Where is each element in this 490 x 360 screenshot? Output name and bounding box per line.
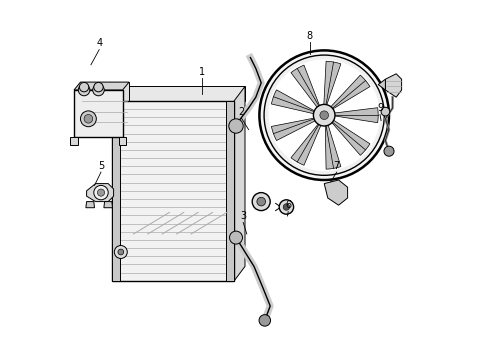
Text: 8: 8 — [307, 31, 313, 41]
Circle shape — [98, 189, 104, 196]
Circle shape — [94, 185, 108, 200]
Circle shape — [320, 111, 328, 120]
Polygon shape — [271, 118, 317, 140]
Polygon shape — [378, 79, 386, 90]
Circle shape — [314, 104, 335, 126]
Text: 3: 3 — [240, 211, 246, 221]
Text: 6: 6 — [285, 200, 291, 210]
Polygon shape — [74, 90, 122, 137]
Circle shape — [283, 204, 290, 210]
Text: 4: 4 — [96, 38, 102, 48]
Polygon shape — [324, 61, 341, 107]
Circle shape — [80, 111, 97, 127]
Circle shape — [252, 193, 270, 211]
Polygon shape — [271, 90, 316, 114]
Circle shape — [79, 82, 89, 92]
Polygon shape — [226, 101, 234, 281]
Polygon shape — [86, 202, 95, 208]
Polygon shape — [324, 180, 347, 205]
Circle shape — [78, 84, 90, 96]
Circle shape — [259, 315, 270, 326]
Circle shape — [118, 249, 123, 255]
Circle shape — [114, 246, 127, 258]
Polygon shape — [234, 86, 245, 281]
Polygon shape — [333, 108, 378, 123]
Circle shape — [279, 200, 294, 214]
Text: 2: 2 — [238, 107, 245, 117]
Polygon shape — [71, 137, 77, 145]
Polygon shape — [119, 137, 126, 145]
Polygon shape — [80, 82, 129, 129]
Circle shape — [269, 59, 380, 171]
Polygon shape — [74, 82, 129, 90]
Text: 5: 5 — [98, 161, 104, 171]
Polygon shape — [112, 101, 234, 281]
Text: 9: 9 — [377, 103, 383, 113]
Polygon shape — [330, 75, 370, 110]
Circle shape — [259, 50, 389, 180]
Circle shape — [229, 119, 243, 133]
Polygon shape — [291, 123, 321, 165]
Polygon shape — [386, 74, 402, 97]
Circle shape — [381, 107, 390, 116]
Circle shape — [229, 231, 243, 244]
Polygon shape — [112, 101, 120, 281]
Circle shape — [264, 55, 384, 175]
Polygon shape — [122, 86, 245, 101]
Polygon shape — [331, 119, 370, 155]
Circle shape — [257, 197, 266, 206]
Polygon shape — [325, 123, 341, 169]
Circle shape — [93, 84, 104, 96]
Polygon shape — [291, 65, 320, 109]
Polygon shape — [87, 184, 114, 202]
Circle shape — [94, 82, 103, 92]
Text: 7: 7 — [334, 161, 340, 171]
Circle shape — [84, 114, 93, 123]
Polygon shape — [104, 202, 113, 208]
Circle shape — [384, 146, 394, 156]
Text: 1: 1 — [199, 67, 205, 77]
